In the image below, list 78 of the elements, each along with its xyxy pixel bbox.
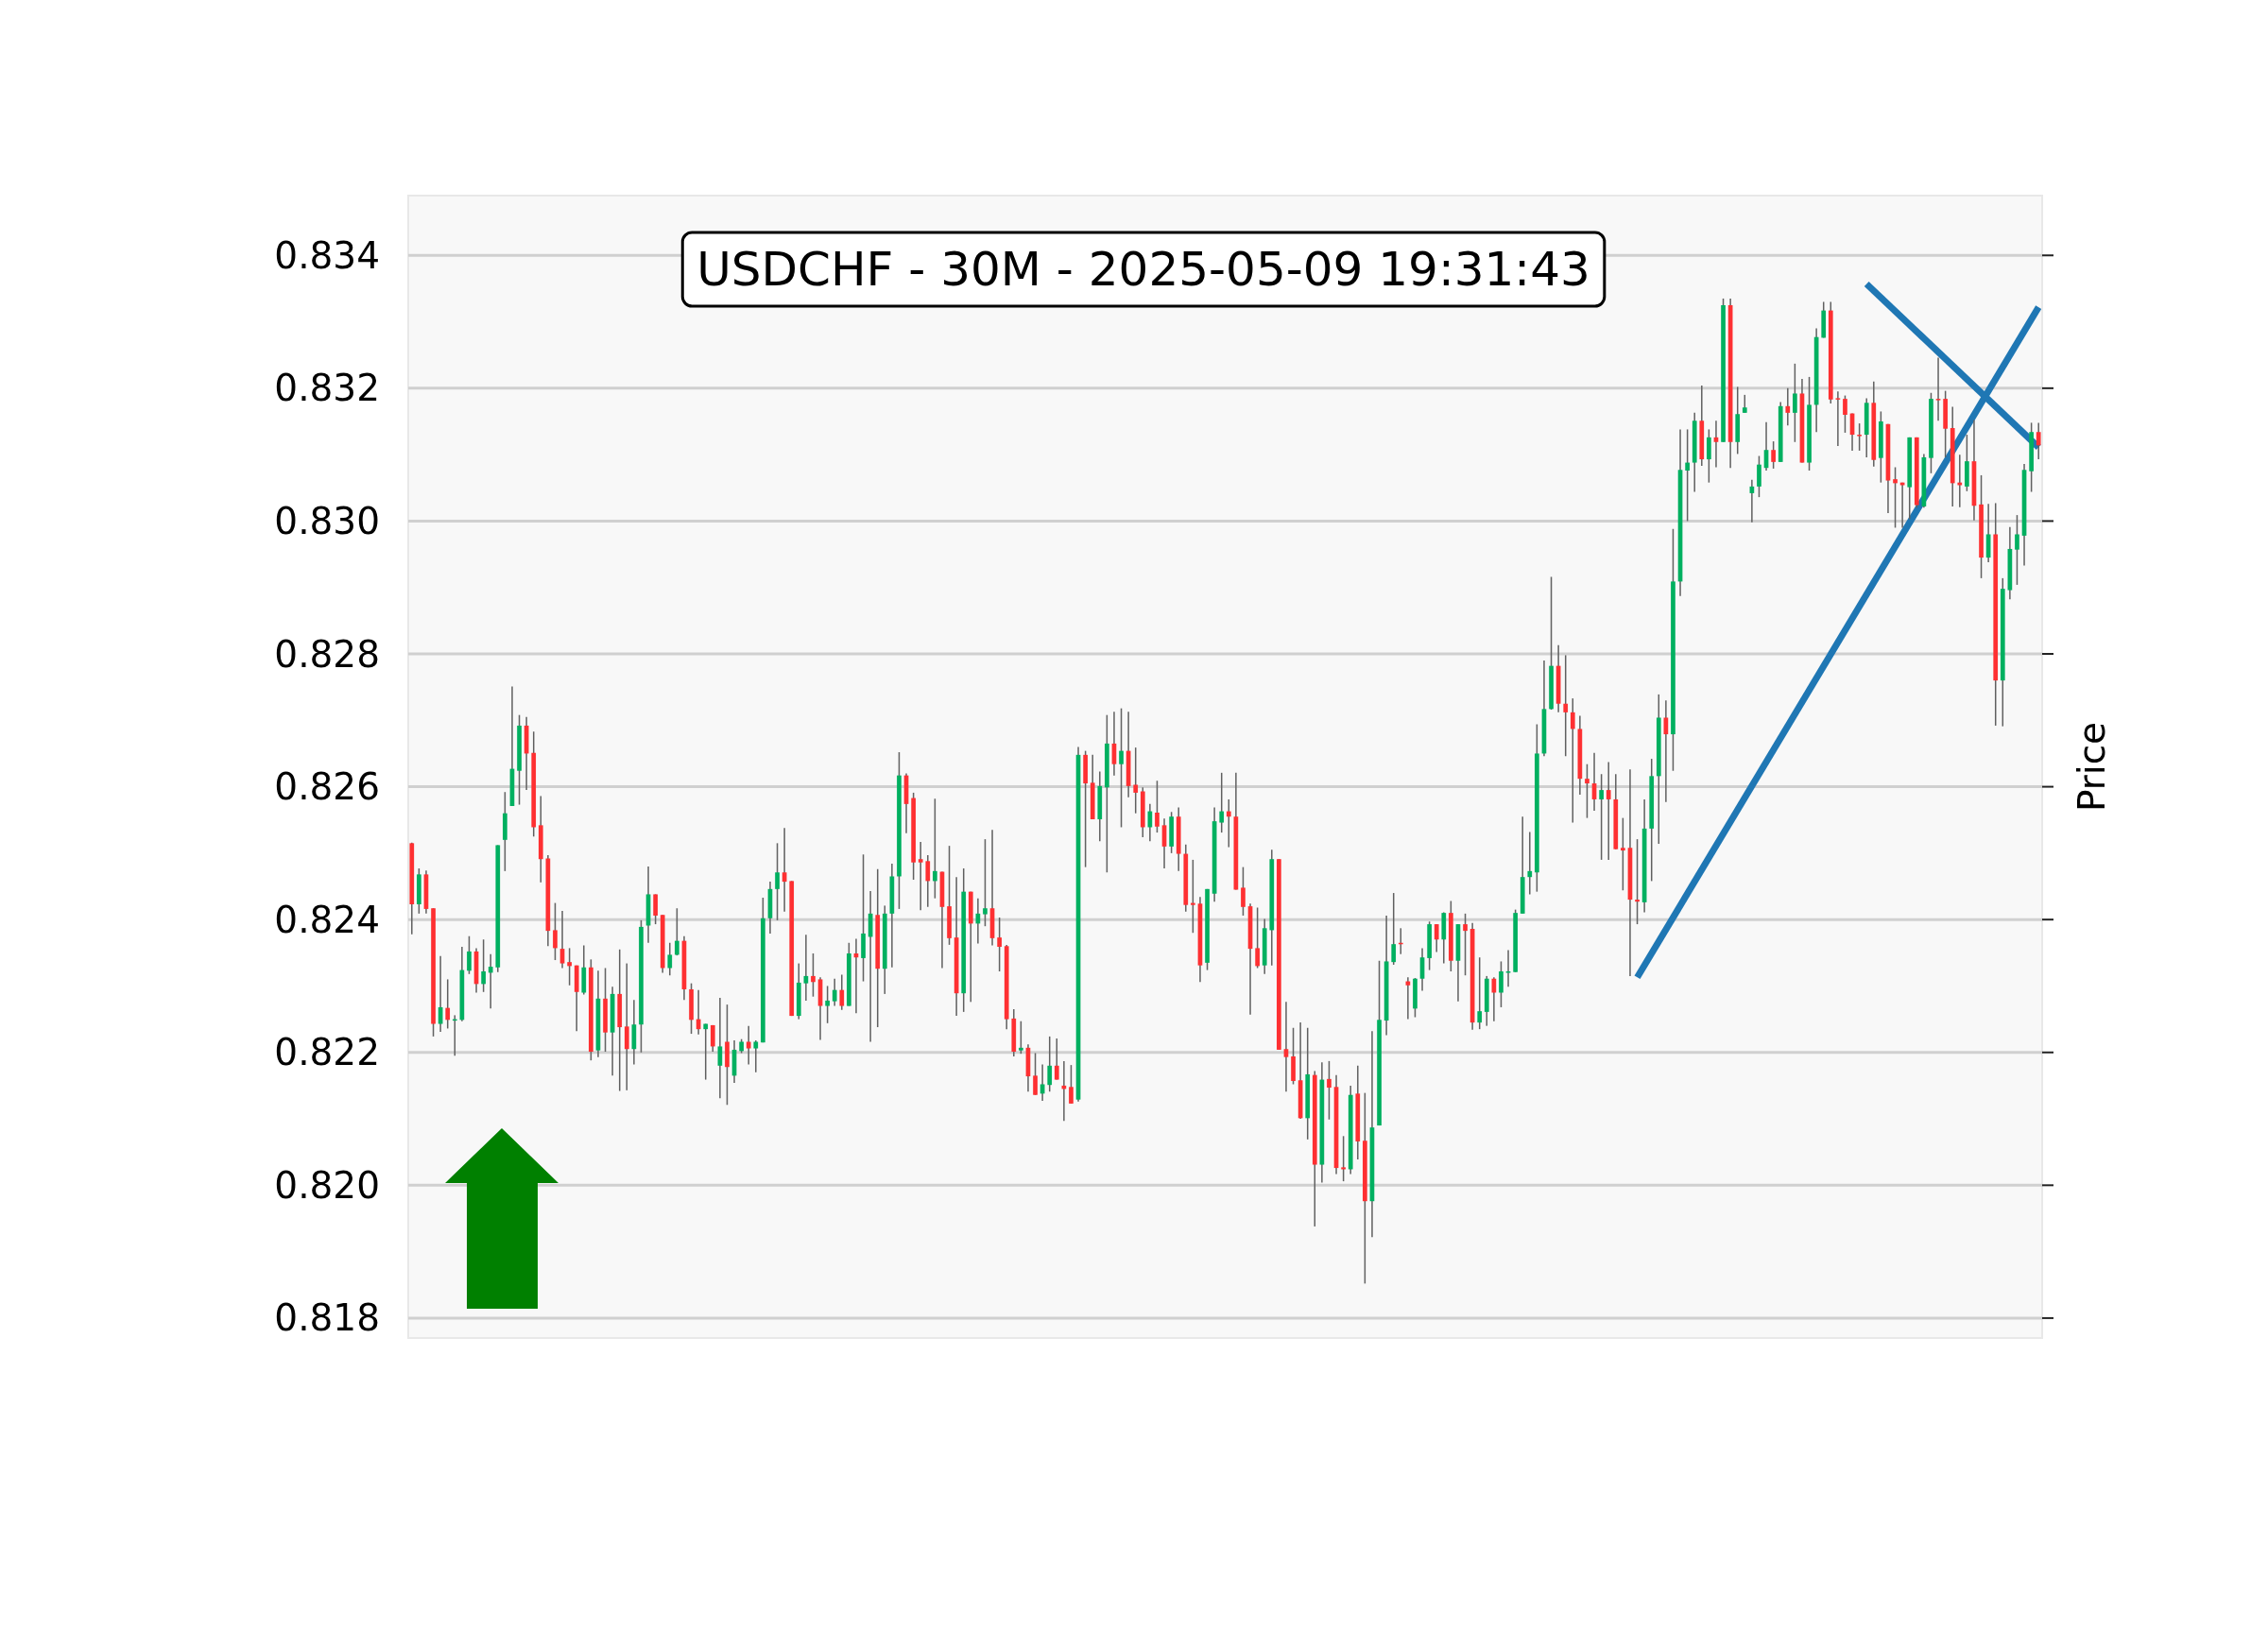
candlestick (467, 935, 472, 975)
candlestick (1391, 892, 1397, 966)
candlestick (1771, 440, 1776, 470)
candlestick (567, 947, 572, 987)
candlestick (1241, 866, 1246, 917)
candlestick (1054, 1038, 1059, 1081)
candlestick (1857, 422, 1862, 452)
y-tick-label: 0.820 (274, 1163, 380, 1207)
candlestick (1935, 356, 1941, 422)
candlestick (918, 841, 923, 912)
candlestick (1599, 773, 1604, 861)
candlestick (1255, 906, 1260, 969)
candlestick (1563, 654, 1569, 757)
candlestick (983, 838, 988, 927)
candlestick (1155, 780, 1160, 833)
candlestick (1477, 956, 1483, 1030)
candlestick (1570, 697, 1575, 824)
candlestick (1835, 390, 1841, 447)
y-tick-label: 0.818 (274, 1296, 380, 1340)
candlestick (933, 798, 937, 900)
candlestick (1499, 960, 1503, 1008)
candlestick (624, 962, 629, 1091)
candlestick (1685, 428, 1690, 523)
candlestick (1047, 1036, 1053, 1092)
candlestick (653, 893, 658, 925)
y-tick-label: 0.830 (274, 499, 380, 542)
candlestick (1527, 831, 1533, 896)
candlestick (710, 1024, 715, 1053)
text: USDCHF - 30M - 2025-05-09 19:31:43 (696, 242, 1590, 297)
candlestick (675, 907, 679, 956)
candlestick (1033, 1052, 1038, 1096)
candlestick (1606, 761, 1611, 861)
candlestick (997, 917, 1002, 972)
y-tick-label: 0.832 (274, 367, 380, 410)
y-axis-title: Price (2070, 721, 2113, 813)
candlestick (1463, 913, 1468, 976)
candlestick (1635, 838, 1640, 925)
candlestick (1226, 798, 1231, 849)
candlestick (1119, 707, 1124, 829)
candlestick (1327, 1060, 1332, 1121)
y-tick-label: 0.828 (274, 632, 380, 676)
candlestick (703, 1022, 709, 1081)
candlestick (553, 901, 558, 961)
candlestick (488, 952, 493, 1010)
candlestick (1191, 859, 1195, 934)
candlestick (1757, 455, 1761, 498)
candlestick (746, 1024, 751, 1066)
candlestick (481, 938, 486, 993)
candlestick (832, 977, 837, 1007)
candlestick (1742, 394, 1747, 414)
candlestick (1621, 816, 1625, 891)
candlestick (2036, 421, 2041, 460)
y-tick-label: 0.824 (274, 898, 380, 941)
y-tick-label: 0.826 (274, 765, 380, 809)
candlestick (825, 985, 830, 1024)
candlestick (811, 952, 816, 998)
candlestick (1893, 466, 1898, 529)
candlestick (1069, 1064, 1074, 1105)
candlestick (1133, 746, 1139, 815)
candlestick (1434, 923, 1439, 953)
candlestick (1341, 1135, 1346, 1182)
candlestick (753, 1039, 759, 1073)
candlestick (1585, 763, 1589, 819)
y-tick-label: 0.822 (274, 1031, 380, 1074)
candlestick (1283, 1001, 1289, 1092)
candlestick (1843, 394, 1847, 434)
candlestick (1019, 1020, 1023, 1055)
candlestick (1785, 387, 1791, 426)
candlestick (775, 842, 780, 921)
y-tick-label: 0.834 (274, 233, 380, 277)
candlestick (839, 973, 845, 1011)
candlestick (445, 978, 451, 1030)
candlestick (1793, 363, 1797, 443)
candlestick (2015, 514, 2019, 586)
candlestick (667, 942, 673, 976)
candlestick (1219, 772, 1225, 833)
candlestick (925, 854, 931, 908)
candlestick (1707, 428, 1711, 484)
